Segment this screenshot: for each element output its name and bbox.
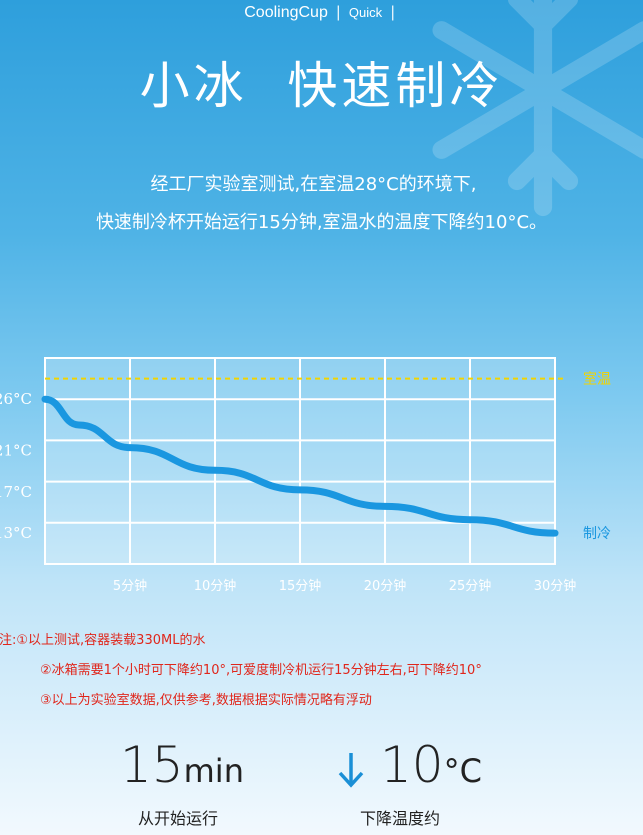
y-tick-label: 17°C [0, 483, 32, 501]
temperature-chart: 5分钟 10分钟 15分钟 20分钟 25分钟 30分钟 26°C 21°C 17°C 13°C 室… [0, 340, 643, 610]
intro-line-1: 经工厂实验室测试,在室温28°C的环境下, [150, 174, 477, 195]
note-line-3: ③以上为实验室数据,仅供参考,数据根据实际情况略有浮动 [40, 693, 372, 708]
stat-duration-value: 15 [120, 736, 184, 794]
brand-separator-end: | [390, 4, 395, 21]
headline: 小冰 快速制冷 [139, 57, 504, 115]
stat-temp-unit: °C [443, 752, 482, 790]
snowflake-decoration [432, 0, 643, 217]
stat-temp-caption: 下降温度约 [360, 809, 441, 828]
brand-separator: | [336, 4, 341, 21]
series-line-cooling [41, 395, 559, 537]
x-tick-label: 30分钟 [534, 578, 577, 594]
y-tick-label: 21°C [0, 442, 32, 460]
brand-subtitle: Quick [348, 5, 383, 20]
note-line-2: ②冰箱需要1个小时可下降约10°,可爱度制冷机运行15分钟左右,可下降约10° [40, 663, 482, 678]
stat-duration-caption: 从开始运行 [138, 809, 219, 828]
arrow-down-icon [338, 753, 364, 788]
y-tick-label: 26°C [0, 390, 32, 408]
stat-temp-value: 10 [380, 736, 444, 794]
note-line-1: 备注:①以上测试,容器装载330ML的水 [0, 633, 206, 648]
brand-name: CoolingCup [244, 4, 328, 21]
x-tick-label: 10分钟 [194, 578, 237, 594]
x-tick-label: 5分钟 [113, 578, 147, 594]
x-tick-label: 15分钟 [279, 578, 322, 594]
intro-line-2: 快速制冷杯开始运行15分钟,室温水的温度下降约10°C。 [95, 212, 548, 233]
brand-line: CoolingCup | Quick | [0, 4, 643, 22]
notes-block: 备注:①以上测试,容器装载330ML的水 ②冰箱需要1个小时可下降约10°,可爱… [0, 626, 643, 716]
x-tick-label: 20分钟 [364, 578, 407, 594]
stat-temp: 10°C [380, 736, 482, 794]
stat-duration: 15min [120, 736, 244, 794]
y-tick-label: 13°C [0, 524, 32, 542]
room-temp-label: 室温 [583, 371, 611, 388]
chart-svg: 5分钟 10分钟 15分钟 20分钟 25分钟 30分钟 26°C 21°C 17°C 13°C 室… [0, 357, 611, 594]
series-label: 制冷 [583, 526, 611, 542]
stat-duration-unit: min [183, 752, 244, 790]
x-tick-label: 25分钟 [449, 578, 492, 594]
